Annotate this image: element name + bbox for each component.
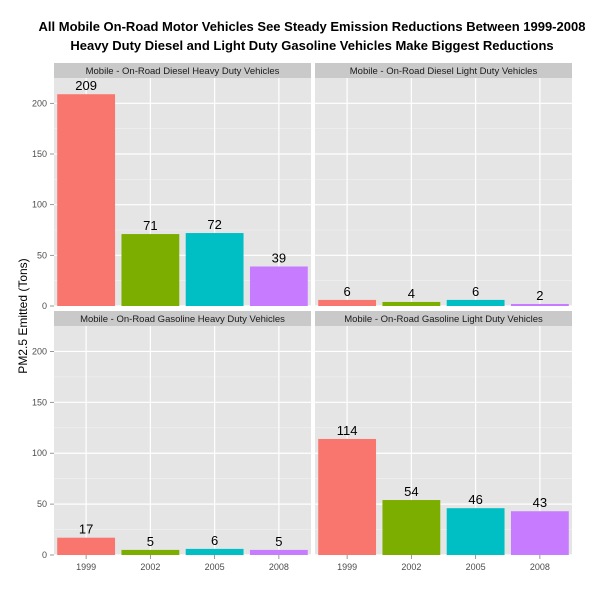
- bar-value-label: 114: [337, 423, 358, 438]
- bar-value-label: 46: [468, 492, 482, 507]
- bar-value-label: 43: [533, 495, 547, 510]
- bar: [446, 299, 505, 306]
- bar: [57, 537, 116, 555]
- x-tick-label: 2002: [401, 562, 421, 572]
- x-tick-label: 1999: [337, 562, 357, 572]
- y-tick-label: 0: [42, 550, 47, 560]
- bar: [57, 94, 116, 306]
- chart-title-line: Heavy Duty Diesel and Light Duty Gasolin…: [70, 38, 553, 53]
- bar: [446, 508, 505, 555]
- bar: [121, 234, 180, 306]
- y-tick-label: 0: [42, 301, 47, 311]
- bar: [382, 500, 441, 555]
- facet-strip-label: Mobile - On-Road Diesel Heavy Duty Vehic…: [86, 66, 280, 77]
- y-tick-label: 200: [32, 98, 47, 108]
- x-tick-label: 2008: [530, 562, 550, 572]
- bar-value-label: 71: [143, 218, 157, 233]
- y-tick-label: 100: [32, 200, 47, 210]
- bar-value-label: 17: [79, 522, 93, 537]
- y-tick-label: 50: [37, 499, 47, 509]
- bar-value-label: 5: [275, 534, 282, 549]
- x-tick-label: 2005: [466, 562, 486, 572]
- y-tick-label: 150: [32, 149, 47, 159]
- bar: [510, 303, 569, 306]
- facet-strip: [315, 63, 572, 78]
- facet-strip-label: Mobile - On-Road Diesel Light Duty Vehic…: [350, 66, 538, 77]
- y-tick-label: 150: [32, 397, 47, 407]
- bar: [185, 548, 244, 555]
- facet-strip: [54, 311, 311, 326]
- y-tick-label: 50: [37, 250, 47, 260]
- panel-background: [315, 78, 572, 306]
- bar-value-label: 6: [211, 533, 218, 548]
- bar: [185, 233, 244, 306]
- bar-value-label: 5: [147, 534, 154, 549]
- x-tick-label: 2008: [269, 562, 289, 572]
- bar: [318, 299, 377, 306]
- x-tick-label: 2002: [140, 562, 160, 572]
- bar: [318, 438, 377, 555]
- facet-strip-label: Mobile - On-Road Gasoline Light Duty Veh…: [344, 314, 543, 325]
- panel-background: [54, 326, 311, 555]
- bar-value-label: 39: [272, 250, 286, 265]
- y-tick-label: 200: [32, 346, 47, 356]
- bar-value-label: 54: [404, 484, 418, 499]
- bar: [510, 511, 569, 555]
- bar: [249, 266, 308, 306]
- bar: [382, 301, 441, 306]
- facet-strip: [54, 63, 311, 78]
- bar-value-label: 4: [408, 286, 415, 301]
- y-axis-title: PM2.5 Emitted (Tons): [16, 258, 30, 373]
- bar-value-label: 6: [344, 284, 351, 299]
- bar-value-label: 72: [207, 217, 221, 232]
- chart-title-line: All Mobile On-Road Motor Vehicles See St…: [39, 19, 586, 34]
- facet-strip: [315, 311, 572, 326]
- x-tick-label: 2005: [205, 562, 225, 572]
- y-tick-label: 100: [32, 448, 47, 458]
- bar-value-label: 2: [536, 288, 543, 303]
- x-tick-label: 1999: [76, 562, 96, 572]
- bar: [249, 549, 308, 555]
- bar-value-label: 209: [75, 78, 97, 93]
- bar-value-label: 6: [472, 284, 479, 299]
- facet-strip-label: Mobile - On-Road Gasoline Heavy Duty Veh…: [80, 314, 285, 325]
- bar: [121, 549, 180, 555]
